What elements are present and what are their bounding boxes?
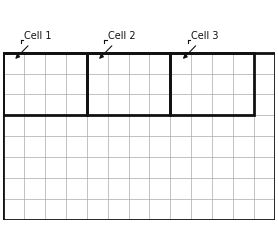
Bar: [87, 53, 170, 115]
Text: Cell 1: Cell 1: [16, 31, 51, 58]
Text: Cell 3: Cell 3: [184, 31, 219, 58]
Bar: [3, 53, 87, 115]
Bar: [170, 53, 254, 115]
Bar: [3, 53, 275, 220]
Text: Cell 2: Cell 2: [100, 31, 135, 58]
